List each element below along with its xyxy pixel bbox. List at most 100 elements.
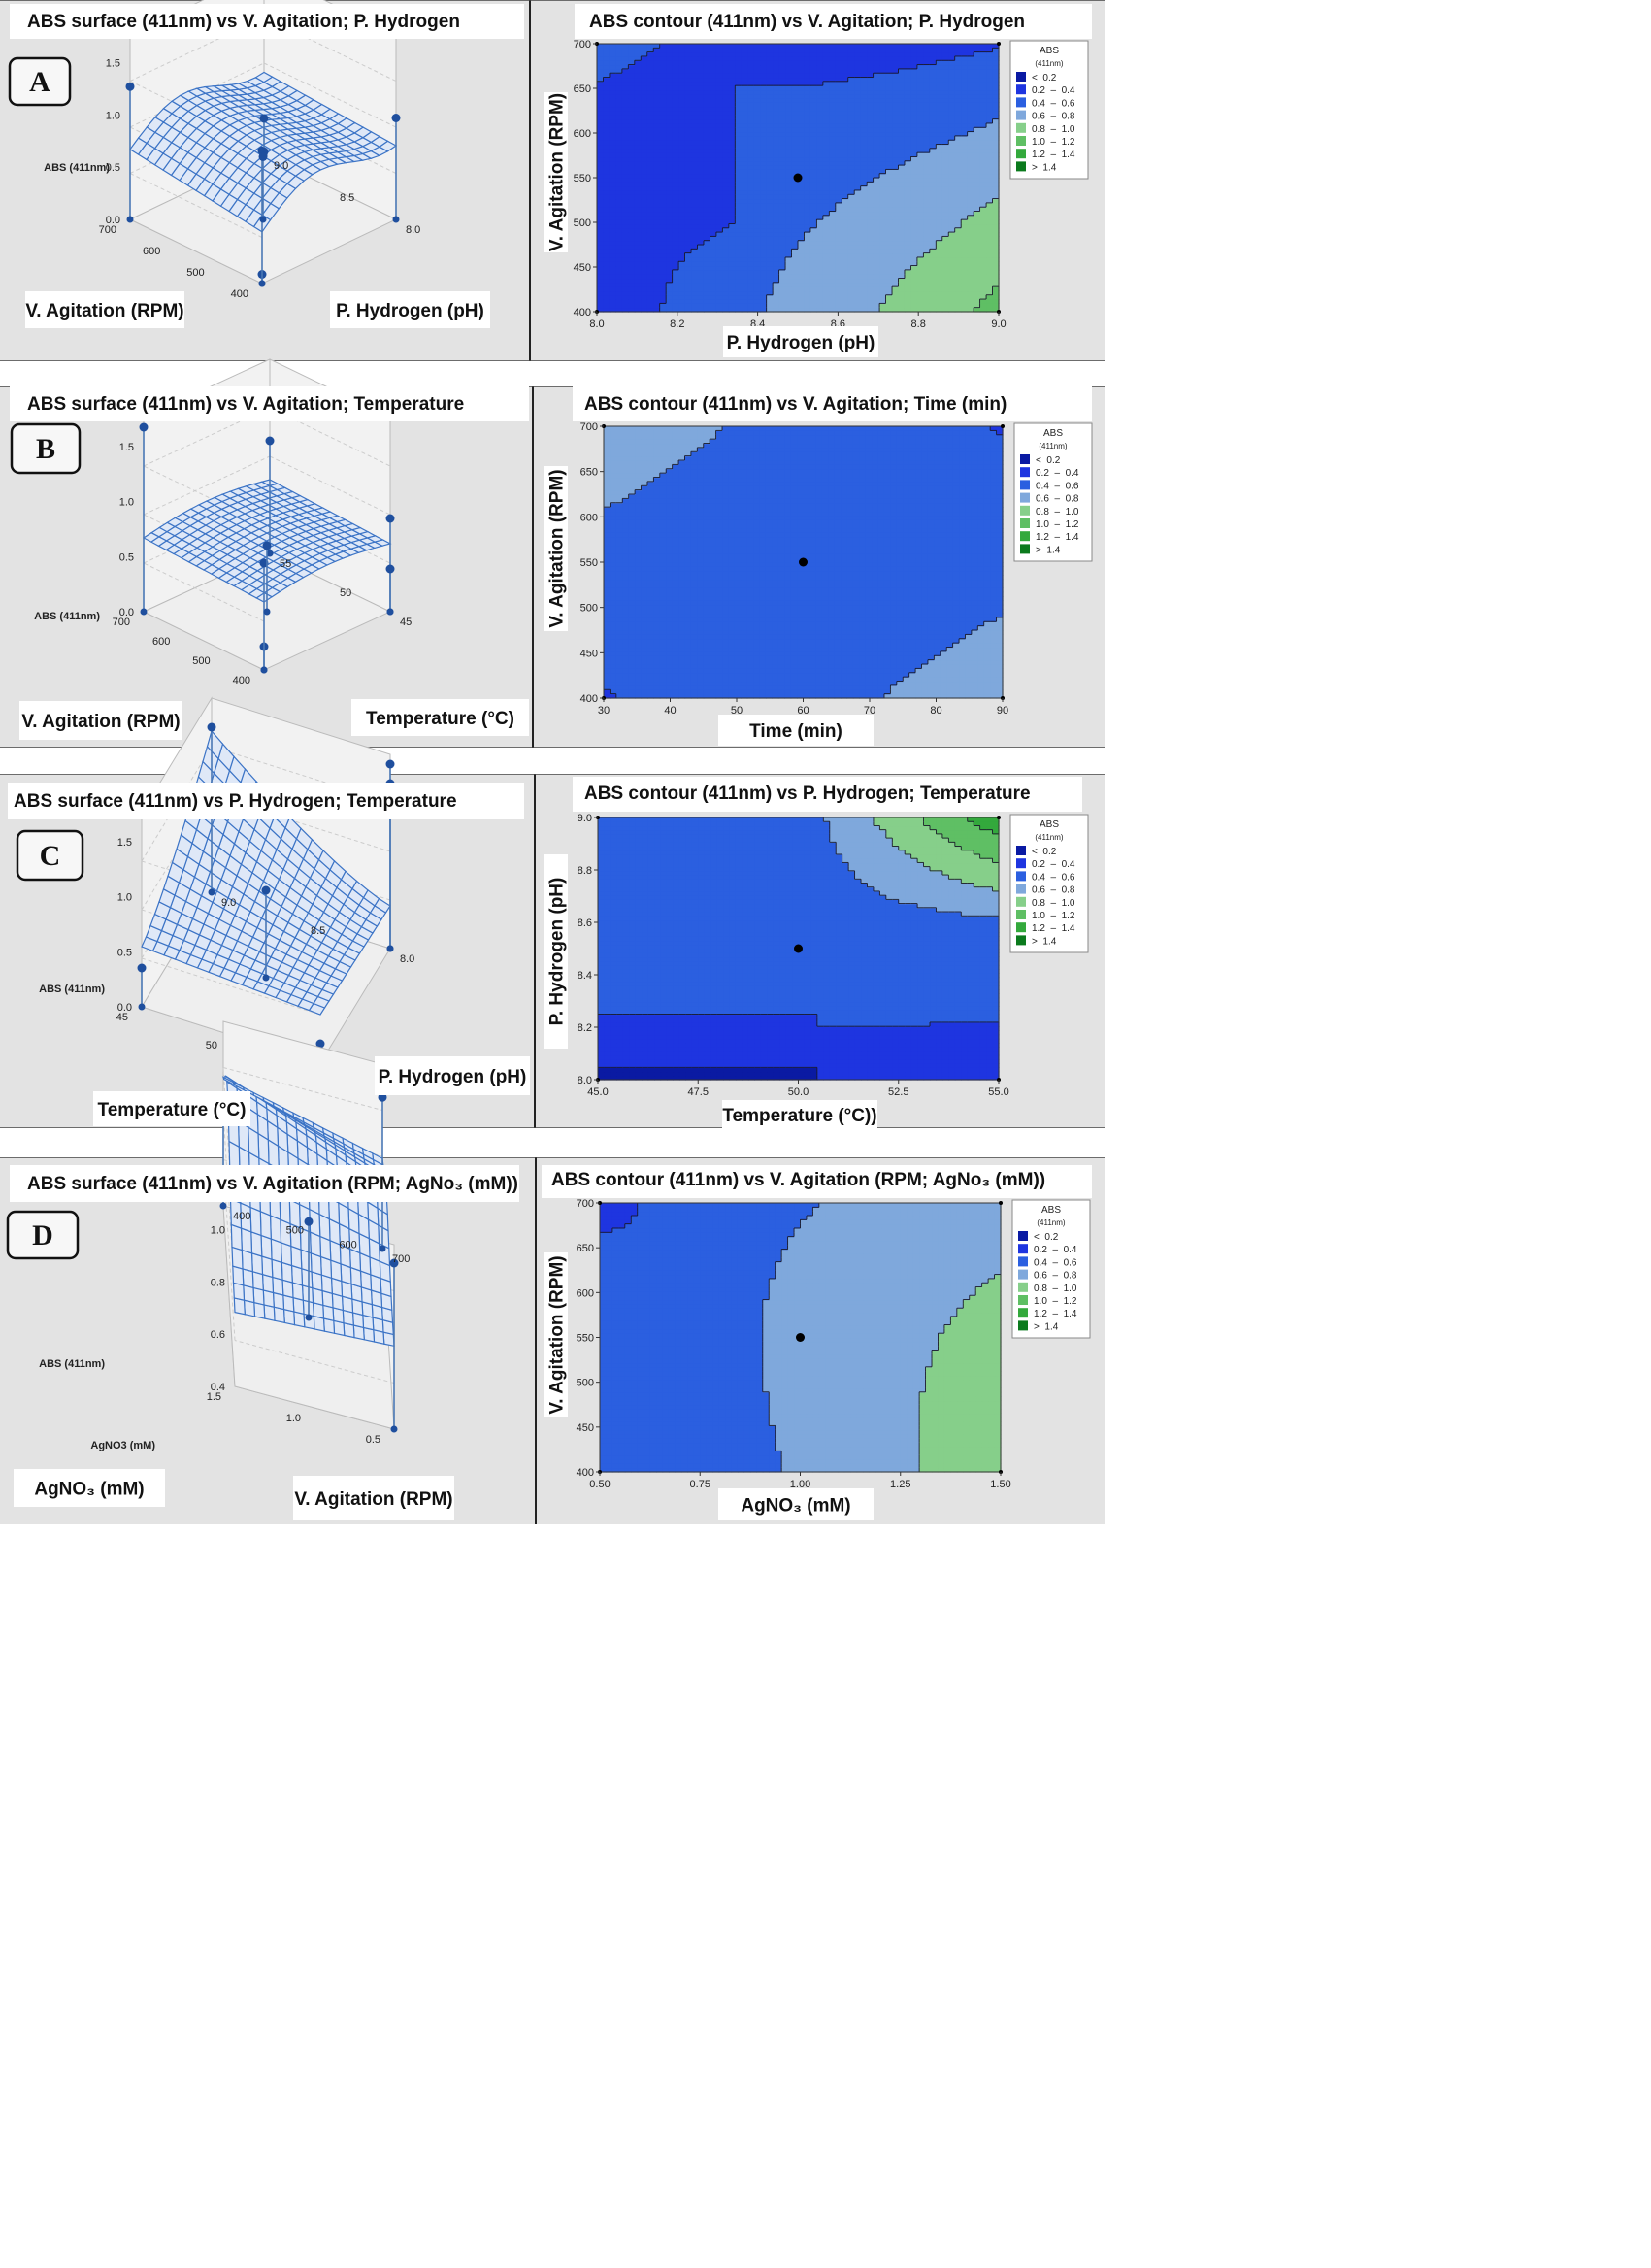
contour-cell bbox=[929, 202, 937, 208]
contour-cell bbox=[892, 173, 900, 179]
contour-cell bbox=[846, 677, 854, 683]
contour-cell bbox=[634, 135, 642, 141]
contour-cell bbox=[916, 207, 924, 213]
contour-cell bbox=[741, 672, 748, 678]
contour-cell bbox=[941, 219, 949, 225]
contour-cell bbox=[974, 81, 981, 86]
contour-cell bbox=[703, 122, 711, 128]
contour-cell bbox=[816, 111, 824, 116]
contour-cell bbox=[603, 240, 611, 246]
legend: ABS(411nm)< 0.20.2 – 0.40.4 – 0.60.6 – 0… bbox=[1009, 40, 1089, 180]
contour-cell bbox=[666, 48, 674, 53]
contour-cell bbox=[678, 303, 686, 309]
contour-cell bbox=[854, 178, 862, 183]
contour-cell bbox=[829, 219, 837, 225]
contour-cell bbox=[628, 77, 636, 83]
contour-cell bbox=[929, 131, 937, 137]
contour-cell bbox=[603, 51, 611, 57]
contour-cell bbox=[941, 207, 949, 213]
contour-cell bbox=[916, 60, 924, 66]
contour-cell bbox=[747, 232, 755, 237]
contour-cell bbox=[653, 48, 661, 53]
contour-cell bbox=[735, 156, 743, 162]
contour-cell bbox=[929, 249, 937, 254]
contour-cell bbox=[766, 240, 774, 246]
contour-cell bbox=[904, 93, 912, 99]
contour-cell bbox=[929, 77, 937, 83]
contour-cell bbox=[747, 299, 755, 304]
contour-cell bbox=[641, 261, 648, 267]
contour-cell bbox=[615, 118, 623, 124]
contour-cell bbox=[773, 122, 780, 128]
contour-cell bbox=[974, 299, 981, 304]
contour-cell bbox=[722, 207, 730, 213]
contour-cell bbox=[961, 122, 969, 128]
contour-cell bbox=[904, 111, 912, 116]
contour-cell bbox=[791, 60, 799, 66]
contour-cell bbox=[892, 236, 900, 242]
contour-cell bbox=[979, 189, 987, 195]
contour-cell bbox=[936, 165, 943, 170]
contour-cell bbox=[842, 256, 849, 262]
contour-cell bbox=[961, 227, 969, 233]
contour-cell bbox=[678, 215, 686, 220]
contour-cell bbox=[785, 256, 793, 262]
contour-cell bbox=[722, 55, 730, 61]
contour-cell bbox=[659, 269, 667, 275]
contour-cell bbox=[992, 236, 1000, 242]
contour-cell bbox=[904, 294, 912, 300]
contour-cell bbox=[854, 118, 862, 124]
contour-cell bbox=[653, 160, 661, 166]
contour-cell bbox=[728, 131, 736, 137]
contour-cell bbox=[597, 160, 605, 166]
contour-cell bbox=[773, 98, 780, 103]
contour-cell bbox=[697, 236, 705, 242]
contour-cell bbox=[684, 68, 692, 74]
contour-cell bbox=[653, 286, 661, 292]
contour-cell bbox=[879, 211, 887, 217]
contour-cell bbox=[883, 677, 891, 683]
contour-plot-A: 8.0 8.2 8.4 8.6 8.8 9.0700650600550500450400A… bbox=[574, 39, 1089, 330]
contour-cell bbox=[746, 672, 754, 678]
contour-cell bbox=[634, 286, 642, 292]
contour-cell bbox=[967, 152, 974, 158]
contour-cell bbox=[961, 73, 969, 79]
contour-cell bbox=[934, 664, 941, 669]
contour-cell bbox=[760, 240, 768, 246]
legend-swatch bbox=[1016, 161, 1026, 172]
contour-cell bbox=[979, 240, 987, 246]
contour-cell bbox=[597, 102, 605, 108]
contour-cell bbox=[967, 194, 974, 200]
contour-cell bbox=[804, 60, 811, 66]
contour-cell bbox=[628, 93, 636, 99]
contour-cell bbox=[634, 118, 642, 124]
contour-cell bbox=[816, 173, 824, 179]
contour-cell bbox=[659, 118, 667, 124]
contour-cell bbox=[628, 677, 636, 683]
contour-cell bbox=[873, 286, 880, 292]
contour-cell bbox=[653, 194, 661, 200]
contour-cell bbox=[715, 44, 723, 49]
contour-cell bbox=[879, 98, 887, 103]
contour-cell bbox=[597, 173, 605, 179]
contour-cell bbox=[904, 115, 912, 120]
contour-cell bbox=[835, 245, 842, 250]
contour-cell bbox=[666, 307, 674, 313]
contour-cell bbox=[778, 232, 786, 237]
contour-cell bbox=[903, 672, 910, 678]
contour-cell bbox=[672, 55, 679, 61]
contour-cell bbox=[785, 294, 793, 300]
contour-cell bbox=[609, 265, 617, 271]
contour-cell bbox=[885, 169, 893, 175]
legend-entry: > 1.4 bbox=[1032, 162, 1057, 173]
contour-cell bbox=[634, 111, 642, 116]
contour-cell bbox=[697, 106, 705, 112]
contour-cell bbox=[784, 693, 792, 699]
contour-cell bbox=[992, 202, 1000, 208]
contour-cell bbox=[691, 93, 699, 99]
contour-plots: 8.0 8.2 8.4 8.6 8.8 9.0700650600550500450400A… bbox=[574, 39, 1093, 1490]
contour-cell bbox=[903, 681, 910, 686]
contour-cell bbox=[741, 677, 748, 683]
contour-cell bbox=[703, 140, 711, 146]
contour-cell bbox=[615, 51, 623, 57]
